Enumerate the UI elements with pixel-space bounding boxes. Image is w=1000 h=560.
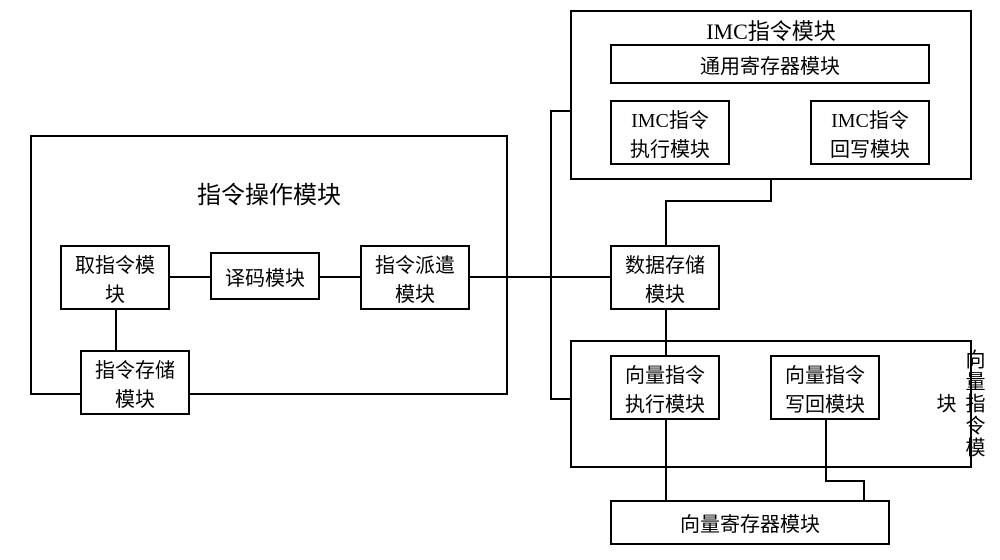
vector-writeback-module: 向量指令写回模块	[770, 355, 880, 420]
vector-module-title: 向量指令模块	[930, 345, 988, 463]
connector-line	[550, 398, 570, 400]
connector-line	[665, 420, 667, 500]
vector-register-module: 向量寄存器模块	[610, 500, 890, 545]
dispatch-module: 指令派遣模块	[360, 245, 470, 310]
connector-line	[550, 110, 570, 112]
decode-module: 译码模块	[210, 252, 320, 300]
connector-line	[825, 480, 865, 482]
connector-line	[170, 276, 210, 278]
connector-line	[863, 480, 865, 502]
imc-exec-module: IMC指令执行模块	[610, 100, 730, 165]
connector-line	[115, 310, 117, 350]
imc-module-title: IMC指令模块	[570, 14, 972, 46]
connector-line	[550, 110, 552, 400]
connector-line	[470, 276, 610, 278]
connector-line	[665, 310, 667, 355]
imc-writeback-module: IMC指令回写模块	[810, 100, 930, 165]
connector-line	[825, 420, 827, 480]
connector-line	[665, 200, 772, 202]
op-module-title: 指令操作模块	[30, 175, 508, 210]
fetch-module: 取指令模块	[60, 245, 170, 310]
vector-exec-module: 向量指令执行模块	[610, 355, 720, 420]
connector-line	[770, 180, 772, 202]
instr-store-module: 指令存储模块	[80, 350, 190, 415]
data-store-module: 数据存储模块	[610, 245, 720, 310]
connector-line	[320, 276, 360, 278]
connector-line	[665, 200, 667, 245]
gpr-module: 通用寄存器模块	[610, 44, 930, 84]
